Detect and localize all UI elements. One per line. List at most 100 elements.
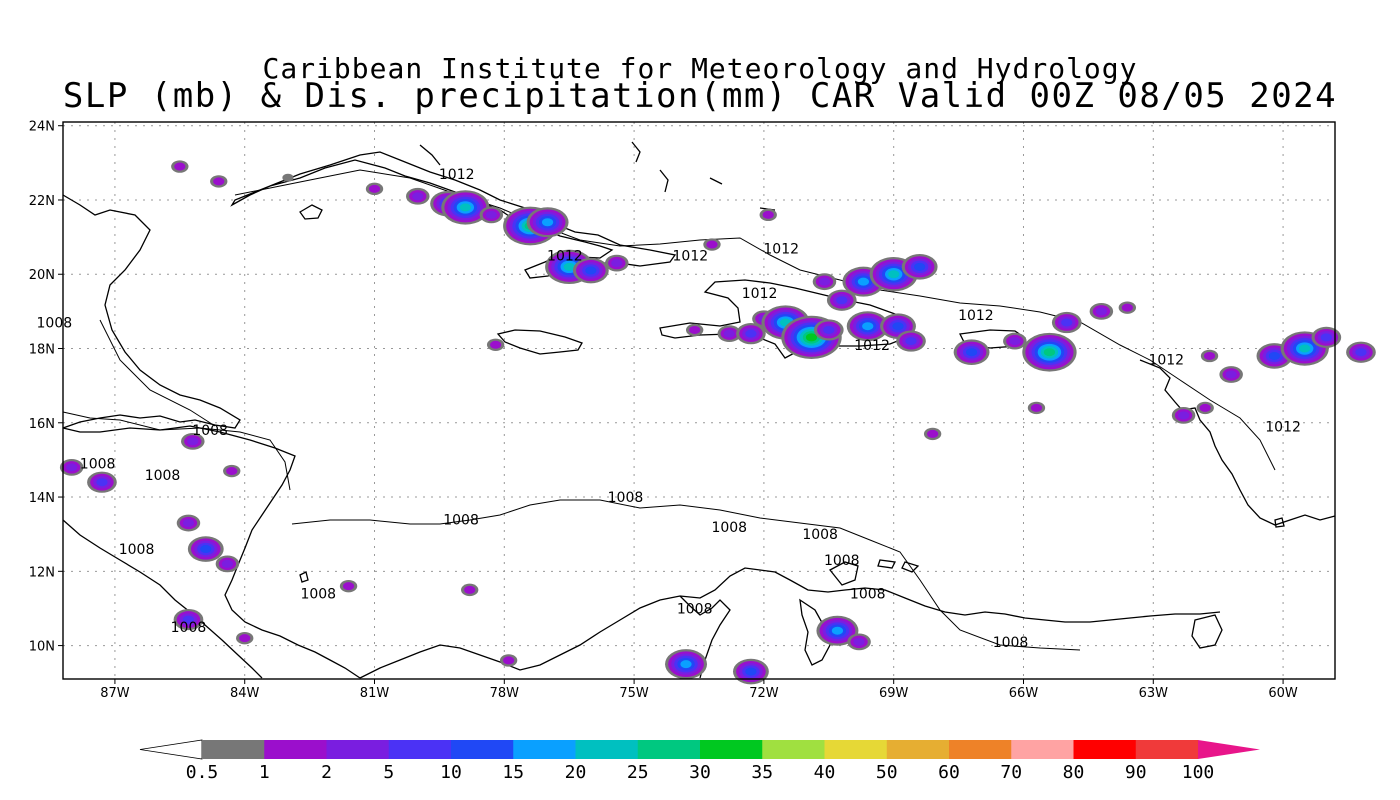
precip-cell — [176, 514, 201, 532]
precip-cell — [461, 583, 479, 597]
precip-cell — [339, 579, 358, 593]
lon-label: 81W — [360, 686, 390, 701]
lon-label: 69W — [879, 686, 909, 701]
precip-level — [563, 262, 575, 271]
precip-level — [862, 322, 874, 331]
isobar — [291, 499, 1081, 651]
colorbar-segment — [1135, 740, 1199, 759]
isobar-label: 1008 — [145, 468, 181, 484]
coast-panama-colombia — [359, 567, 1221, 679]
colorbar-label: 10 — [440, 762, 462, 783]
colorbar-segment — [326, 740, 390, 759]
precip-cell — [953, 339, 990, 366]
isobar-label: 1008 — [300, 587, 336, 603]
isobar-label: 1008 — [824, 553, 860, 569]
colorbar-label: 1 — [259, 762, 270, 783]
precip-level — [914, 262, 926, 271]
colorbar-segment — [637, 740, 701, 759]
precip-cell — [901, 254, 938, 280]
lat-label: 18N — [29, 343, 55, 358]
precip-level — [1320, 333, 1332, 342]
precip-cell — [1022, 332, 1077, 372]
colorbar-segment — [949, 740, 1012, 759]
precip-cell — [572, 257, 609, 284]
isobar-label: 1008 — [192, 423, 228, 439]
precip-cell — [181, 432, 205, 450]
precip-cell — [1200, 349, 1219, 363]
precip-cell — [1051, 311, 1082, 334]
colorbar-label: 40 — [814, 762, 836, 783]
title-line-1: Caribbean Institute for Meteorology and … — [262, 52, 1138, 85]
precip-cell — [171, 160, 189, 173]
contour-labels: 1012 1012 1012 1012 1012 1012 1012 1012 1012 1008… — [37, 167, 1301, 651]
precip-cell — [526, 207, 569, 238]
precip-level — [745, 667, 757, 676]
graticule — [63, 122, 1335, 679]
colorbar-segment — [762, 740, 825, 759]
precip-cell — [486, 338, 505, 351]
precip-cell — [236, 631, 254, 645]
precip-cell — [896, 330, 926, 352]
colorbar-segment — [886, 740, 950, 759]
precip-level — [213, 177, 225, 186]
precip-cell — [441, 190, 490, 225]
coast-lake-maracaibo — [799, 598, 831, 666]
precipitation-field — [59, 160, 1376, 685]
lon-label: 66W — [1009, 686, 1039, 701]
precip-level — [1030, 403, 1043, 412]
coast-bahamas — [419, 141, 776, 211]
colorbar-segment — [1073, 740, 1137, 759]
precip-level — [1225, 370, 1237, 379]
isobar-label: 1008 — [171, 620, 207, 636]
precip-level — [905, 337, 917, 346]
precip-cell — [1311, 326, 1342, 348]
colorbar-segment — [824, 740, 888, 759]
isobar-label: 1012 — [958, 308, 994, 324]
precip-level — [282, 173, 294, 182]
precip-level — [892, 322, 904, 331]
colorbar-segment — [202, 740, 265, 759]
precip-cell — [813, 319, 844, 341]
lon-label: 87W — [100, 686, 130, 701]
precip-cell — [880, 313, 916, 340]
coast-isla-juventud — [299, 204, 323, 220]
colorbar-segment — [575, 740, 639, 759]
isobar-label: 1012 — [547, 249, 583, 265]
map-frame — [62, 121, 1336, 680]
precip-cell — [215, 555, 240, 573]
precip-cell — [665, 649, 708, 680]
precip-level — [823, 325, 835, 334]
precip-cell — [282, 173, 294, 182]
precip-cell — [685, 323, 704, 337]
coast-trinidad — [1191, 614, 1223, 649]
colorbar-segment — [700, 740, 763, 759]
precip-level — [1355, 348, 1367, 357]
coast-san-andres — [299, 571, 309, 583]
latitude-axis: 24N 22N 20N 18N 16N 14N 12N 10N — [29, 120, 63, 655]
coast-paraguana — [829, 561, 859, 586]
lon-label: 60W — [1268, 686, 1298, 701]
precip-level — [182, 615, 195, 624]
precip-cell — [1003, 332, 1027, 350]
precip-cell — [1089, 302, 1114, 320]
precip-level — [689, 325, 701, 334]
precip-level — [1268, 351, 1281, 360]
colorbar-segment — [513, 740, 576, 759]
isobar-label: 1012 — [1148, 353, 1184, 369]
lat-label: 10N — [29, 640, 55, 655]
precip-level — [831, 626, 844, 635]
lon-label: 78W — [490, 686, 520, 701]
isobar-label: 1008 — [443, 512, 479, 528]
precip-level — [888, 270, 900, 279]
colorbar-label: 30 — [689, 762, 711, 783]
precip-cell — [223, 464, 241, 478]
precip-level — [1203, 351, 1216, 360]
colorbar-label: 20 — [565, 762, 587, 783]
colorbar-label: 100 — [1182, 762, 1215, 783]
colorbar-segment — [388, 740, 452, 759]
coast-abc-islands — [877, 559, 920, 573]
isobar-label: 1008 — [608, 490, 644, 506]
precip-cell — [1346, 341, 1376, 363]
precip-level — [1095, 307, 1107, 316]
